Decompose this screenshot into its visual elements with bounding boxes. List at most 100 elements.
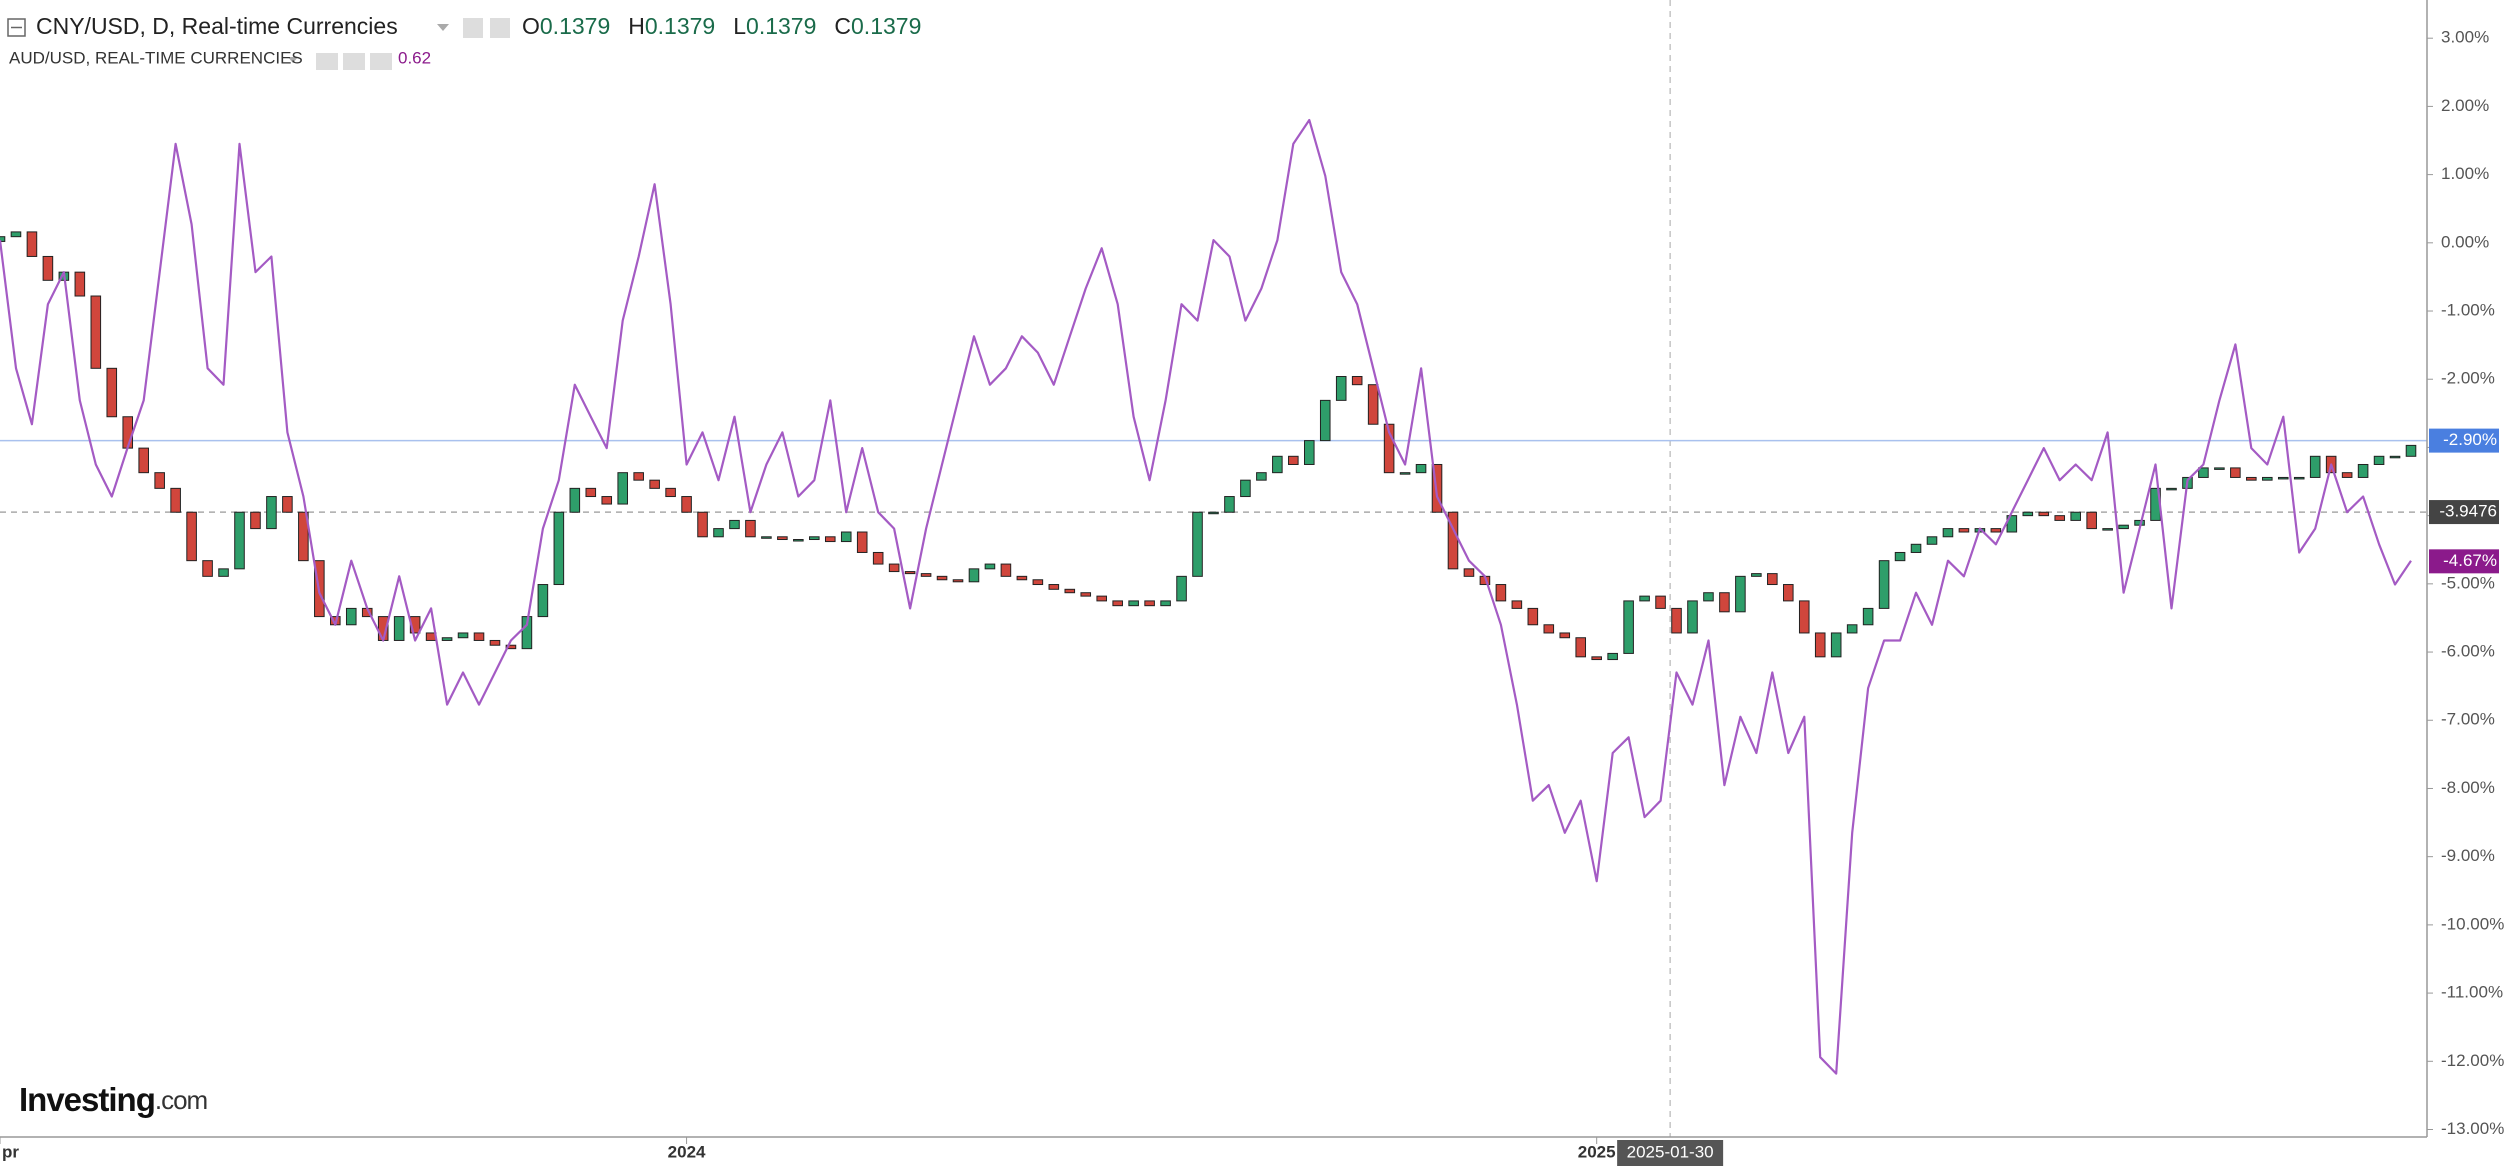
candle	[1048, 584, 1060, 590]
candle	[1735, 575, 1746, 613]
candle	[1671, 607, 1682, 634]
candle	[745, 519, 756, 538]
candle	[1559, 632, 1571, 639]
candle	[1495, 584, 1507, 602]
y-tick-label: 0.00%	[2441, 232, 2489, 251]
candle	[1351, 375, 1363, 386]
candle	[489, 639, 501, 646]
settings-icon[interactable]	[316, 53, 338, 70]
candle	[1399, 472, 1411, 475]
candle	[1128, 600, 1139, 607]
candle	[1335, 375, 1347, 401]
price-badge	[2429, 428, 2499, 453]
candle	[521, 616, 533, 650]
dropdown-arrow[interactable]	[288, 57, 298, 63]
candle	[904, 571, 916, 575]
candle	[1655, 595, 1666, 609]
ohlc-value: 0.1379	[645, 13, 715, 39]
candle	[1080, 592, 1092, 597]
candle	[122, 416, 134, 449]
candle	[537, 584, 549, 618]
y-tick-label: -6.00%	[2441, 642, 2495, 661]
x-tick-label: 2025	[1578, 1142, 1616, 1161]
candle	[2373, 455, 2385, 465]
candle	[1783, 584, 1794, 602]
candle	[1607, 652, 1618, 661]
crosshair-label: 2025-01-30	[1627, 1142, 1714, 1161]
candle	[26, 231, 38, 257]
candle	[1527, 607, 1539, 626]
candle	[1703, 592, 1714, 602]
settings-icon[interactable]	[343, 53, 365, 70]
candle	[1830, 632, 1842, 658]
candle	[1798, 600, 1810, 634]
candle	[2166, 487, 2177, 491]
crosshair-label-bg	[1617, 1140, 1724, 1166]
settings-icon[interactable]	[490, 18, 510, 38]
price-badge	[2429, 500, 2499, 525]
candle	[2102, 528, 2113, 531]
candle	[457, 632, 469, 639]
dropdown-arrow[interactable]	[437, 24, 449, 31]
candle	[1224, 496, 1235, 513]
candle	[761, 536, 772, 539]
candle	[170, 487, 181, 513]
candle	[729, 519, 740, 530]
candle	[840, 531, 852, 543]
candle	[888, 563, 900, 573]
candle	[2293, 476, 2305, 480]
candle	[601, 496, 613, 505]
y-tick-label: -11.00%	[2441, 983, 2503, 1002]
candle	[10, 231, 22, 238]
candle	[90, 295, 102, 369]
collapse-icon[interactable]	[7, 18, 26, 37]
candle	[202, 560, 213, 577]
x-tick-label: pr	[2, 1142, 19, 1161]
x-tick-label: 2024	[668, 1142, 706, 1161]
close-icon[interactable]	[370, 53, 392, 70]
settings-icon[interactable]	[463, 18, 483, 38]
candle	[1383, 423, 1395, 474]
candle	[1000, 563, 1012, 577]
candle	[713, 528, 724, 538]
candle	[1942, 528, 1954, 538]
candle	[74, 271, 86, 297]
candle	[649, 479, 660, 489]
candle	[393, 616, 405, 641]
candle	[2086, 511, 2097, 530]
candle	[2389, 455, 2401, 459]
y-tick-label: -13.00%	[2441, 1119, 2504, 1138]
candle	[1303, 440, 1315, 465]
candle	[2118, 524, 2129, 530]
y-tick-label: -8.00%	[2441, 778, 2495, 797]
overlay-line	[0, 118, 2412, 1075]
ohlc-key: H	[628, 13, 645, 39]
candle	[681, 496, 692, 513]
candle	[824, 536, 836, 543]
candle	[282, 496, 293, 513]
candle	[777, 536, 788, 541]
candle	[1463, 568, 1475, 577]
candle	[1016, 575, 1028, 581]
ohlc-key: C	[834, 13, 851, 39]
candle	[505, 644, 517, 650]
y-tick-label: -12.00%	[2441, 1051, 2504, 1070]
price-badge-label: -2.90%	[2443, 430, 2497, 449]
candle	[2262, 476, 2273, 481]
candle	[585, 487, 597, 498]
candle	[2070, 511, 2081, 521]
ohlc-key: L	[733, 13, 746, 39]
candle	[1543, 624, 1555, 634]
logo: Investing.com	[19, 1081, 207, 1118]
y-tick-label: 2.00%	[2441, 96, 2489, 115]
candle	[984, 563, 996, 570]
candle	[298, 511, 309, 562]
main-series-name: CNY/USD, D, Real-time Currencies	[36, 13, 398, 39]
y-tick-label: 3.00%	[2441, 28, 2489, 47]
header-icons	[288, 18, 510, 70]
candle	[1751, 573, 1762, 577]
ohlc-value: 0.1379	[540, 13, 610, 39]
candle	[1240, 479, 1251, 498]
